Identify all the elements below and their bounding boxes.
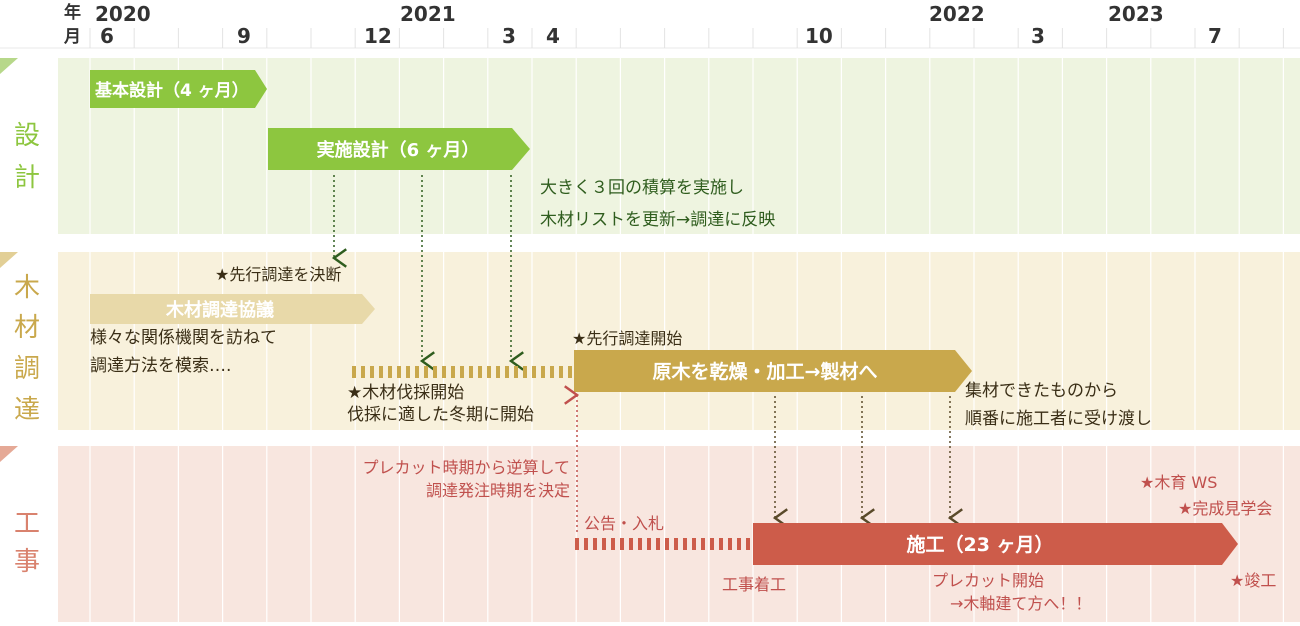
- precut-start-note-line: プレカット開始: [932, 571, 1044, 590]
- month-label: 10: [805, 24, 833, 48]
- detailed-design-label: 実施設計（6 ヶ月）: [317, 139, 480, 161]
- construction-label-char: 工: [14, 509, 40, 539]
- talks-note-line: 様々な関係機関を訪ねて: [90, 328, 277, 348]
- header-year-char: 年: [64, 2, 81, 23]
- timber-talks-bar: [90, 294, 375, 324]
- year-label: 2022: [929, 2, 985, 26]
- construction-tab: [0, 446, 18, 462]
- design-label-char: 計: [14, 163, 40, 193]
- completion-note: ★竣工: [1230, 571, 1276, 590]
- precut-back-note-line: 調達発注時期を決定: [426, 481, 570, 500]
- timber-talks-label: 木材調達協議: [165, 299, 274, 321]
- drying-bar: [574, 350, 972, 392]
- tender-note: 公告・入札: [584, 514, 664, 533]
- month-label: 4: [546, 24, 560, 48]
- month-label: 12: [364, 24, 392, 48]
- felling-note-line: ★木材伐採開始: [347, 383, 464, 403]
- construction-label: 施工（23 ヶ月）: [906, 533, 1053, 556]
- procurement-band: [58, 252, 1300, 430]
- grid-lines: [89, 58, 1285, 622]
- ws-note: ★木育 WS: [1140, 473, 1217, 492]
- talks-note-line: 調達方法を模索….: [90, 356, 231, 376]
- construction-label-char: 事: [14, 547, 40, 577]
- header-band: [0, 0, 1300, 48]
- detailed-design-bar: [268, 128, 530, 170]
- month-label: 3: [1031, 24, 1045, 48]
- basic-design-bar: [90, 70, 267, 108]
- month-label: 7: [1208, 24, 1222, 48]
- drying-label: 原木を乾燥・加工→製材へ: [653, 360, 878, 383]
- year-label: 2020: [95, 2, 151, 26]
- advance-start-note: ★先行調達開始: [572, 329, 682, 348]
- estimate-note-line: 大きく３回の積算を実施し: [540, 178, 744, 198]
- procurement-label-char: 調: [14, 354, 40, 384]
- estimate-note-line: 木材リストを更新→調達に反映: [540, 210, 775, 230]
- construction-bar: [753, 523, 1238, 565]
- basic-design-label: 基本設計（4 ヶ月）: [94, 80, 249, 101]
- procurement-label-char: 材: [14, 313, 40, 343]
- procurement-tab: [0, 252, 18, 268]
- tour-note: ★完成見学会: [1178, 499, 1272, 518]
- design-tab: [0, 58, 18, 74]
- lumber-note-line: 順番に施工者に受け渡し: [965, 409, 1152, 429]
- header-ticks: [89, 28, 1284, 48]
- month-label: 9: [237, 24, 251, 48]
- procurement-label-char: 達: [14, 395, 40, 425]
- lumber-note-line: 集材できたものから: [965, 381, 1118, 401]
- precut-back-note-line: プレカット時期から逆算して: [362, 458, 570, 477]
- procurement-label-char: 木: [14, 273, 40, 303]
- year-label: 2023: [1108, 2, 1164, 26]
- design-label-char: 設: [14, 121, 40, 151]
- advance-decision-note: ★先行調達を決断: [215, 265, 341, 284]
- precut-start-note-line: →木軸建て方へ！！: [950, 594, 1091, 613]
- month-label: 6: [100, 24, 114, 48]
- header-month-char: 月: [63, 27, 81, 47]
- month-label: 3: [502, 24, 516, 48]
- felling-note-line: 伐採に適した冬期に開始: [347, 405, 534, 425]
- year-label: 2021: [400, 2, 456, 26]
- start-work-note: 工事着工: [722, 575, 786, 594]
